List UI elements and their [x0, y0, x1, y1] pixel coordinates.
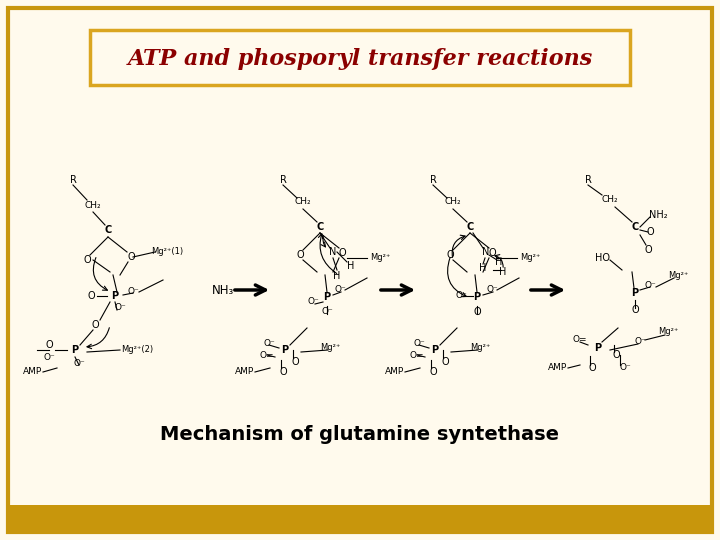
- Text: O: O: [488, 248, 496, 258]
- Text: H: H: [333, 271, 341, 281]
- Text: O⁻: O⁻: [127, 287, 139, 296]
- Text: Mg²⁺: Mg²⁺: [668, 271, 688, 280]
- Text: O⁻: O⁻: [634, 338, 646, 347]
- Text: O=: O=: [260, 350, 274, 360]
- Text: R: R: [70, 175, 76, 185]
- Text: C: C: [316, 222, 323, 232]
- Text: R: R: [585, 175, 591, 185]
- Text: O: O: [429, 367, 437, 377]
- Text: P: P: [71, 345, 78, 355]
- Text: O⁻: O⁻: [644, 280, 656, 289]
- Text: AMP: AMP: [385, 368, 405, 376]
- Text: H: H: [347, 261, 355, 271]
- Text: O⁻: O⁻: [413, 339, 425, 348]
- Text: P: P: [631, 288, 639, 298]
- Text: O⁻: O⁻: [263, 339, 275, 348]
- Text: O: O: [279, 367, 287, 377]
- Text: Mg²⁺: Mg²⁺: [470, 343, 490, 353]
- Text: N: N: [329, 247, 337, 257]
- Text: CH₂: CH₂: [85, 200, 102, 210]
- Text: Mg²⁺(1): Mg²⁺(1): [151, 247, 183, 256]
- Text: O⁻: O⁻: [73, 359, 85, 368]
- Text: O: O: [588, 363, 596, 373]
- Text: O⁻: O⁻: [321, 307, 333, 316]
- Text: O: O: [631, 305, 639, 315]
- Text: O⁻: O⁻: [486, 286, 498, 294]
- Bar: [8, 505, 712, 532]
- Text: CH₂: CH₂: [294, 198, 311, 206]
- Text: O: O: [646, 227, 654, 237]
- Bar: [90, 30, 630, 85]
- Text: Mg²⁺: Mg²⁺: [520, 253, 540, 262]
- Text: O: O: [84, 255, 91, 265]
- Text: C: C: [631, 222, 639, 232]
- Text: P: P: [431, 345, 438, 355]
- Text: O=: O=: [572, 335, 588, 345]
- Text: Mg²⁺: Mg²⁺: [370, 253, 390, 262]
- Text: NH₂: NH₂: [649, 210, 667, 220]
- Text: R: R: [430, 175, 436, 185]
- Text: C: C: [467, 222, 474, 232]
- Text: O: O: [612, 350, 620, 360]
- Text: N: N: [482, 247, 490, 257]
- Text: AMP: AMP: [549, 363, 567, 373]
- Text: Mechanism of glutamine syntethase: Mechanism of glutamine syntethase: [161, 426, 559, 444]
- Text: AMP: AMP: [235, 368, 255, 376]
- Text: HO: HO: [595, 253, 610, 263]
- Text: R: R: [279, 175, 287, 185]
- Text: AMP: AMP: [23, 368, 42, 376]
- Text: O: O: [473, 307, 481, 317]
- Text: O: O: [441, 357, 449, 367]
- Text: O⁻: O⁻: [114, 303, 126, 313]
- Text: O: O: [87, 291, 95, 301]
- Text: O: O: [45, 340, 53, 350]
- Text: O: O: [644, 245, 652, 255]
- Text: O: O: [296, 250, 304, 260]
- Text: H: H: [495, 257, 503, 267]
- Text: O⁻: O⁻: [619, 363, 631, 373]
- Text: O⁻: O⁻: [334, 286, 346, 294]
- Text: H: H: [480, 263, 487, 273]
- Text: Mg²⁺(2): Mg²⁺(2): [121, 346, 153, 354]
- Text: P: P: [323, 292, 330, 302]
- Text: O⁻: O⁻: [455, 291, 467, 300]
- Text: P: P: [282, 345, 289, 355]
- Text: P: P: [112, 291, 119, 301]
- Text: O⁻: O⁻: [307, 298, 319, 307]
- Text: ATP and phosporyl transfer reactions: ATP and phosporyl transfer reactions: [127, 48, 593, 70]
- Text: Mg²⁺: Mg²⁺: [320, 343, 340, 353]
- Text: CH₂: CH₂: [445, 198, 462, 206]
- Text: O⁻: O⁻: [43, 354, 55, 362]
- Text: C: C: [104, 225, 112, 235]
- Text: NH₃: NH₃: [212, 284, 234, 296]
- Text: P: P: [595, 343, 602, 353]
- Text: O: O: [127, 252, 135, 262]
- Text: O: O: [91, 320, 99, 330]
- Text: H: H: [499, 267, 507, 277]
- Text: O=: O=: [410, 350, 424, 360]
- Text: P: P: [474, 292, 480, 302]
- Text: O: O: [338, 248, 346, 258]
- Text: CH₂: CH₂: [602, 195, 618, 205]
- Text: Mg²⁺: Mg²⁺: [658, 327, 678, 336]
- Text: O: O: [446, 250, 454, 260]
- Text: O: O: [291, 357, 299, 367]
